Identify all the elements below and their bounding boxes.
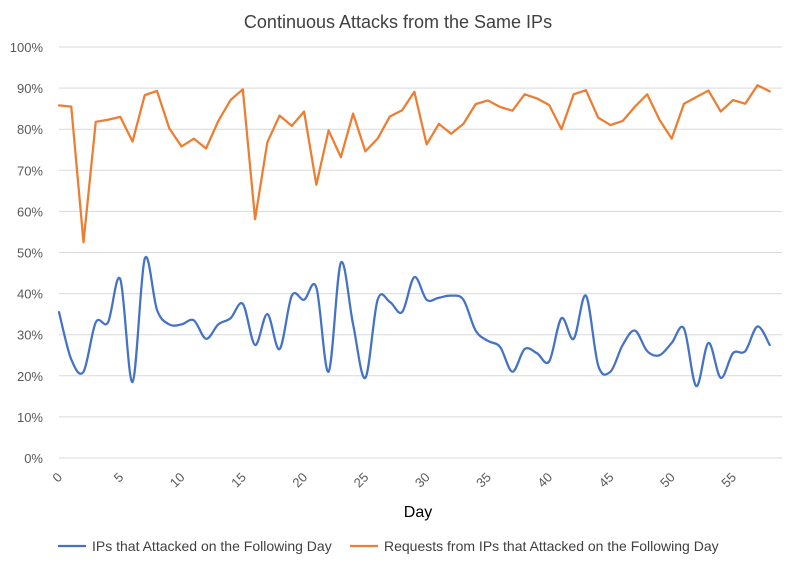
gridlines (59, 46, 782, 459)
x-axis-ticks: 0 5 10 15 20 25 30 35 40 45 50 55 (49, 470, 739, 491)
x-tick-label: 25 (351, 470, 372, 491)
y-tick-label: 40% (17, 287, 43, 302)
y-tick-label: 60% (17, 204, 43, 219)
y-tick-label: 20% (17, 369, 43, 384)
y-tick-label: 90% (17, 81, 43, 96)
chart-title: Continuous Attacks from the Same IPs (244, 12, 552, 32)
x-tick-label: 55 (718, 470, 739, 491)
series-line-ips (57, 255, 771, 388)
y-tick-label: 50% (17, 246, 43, 261)
x-tick-label: 10 (167, 470, 188, 491)
x-tick-label: 15 (228, 470, 249, 491)
legend-label-ips: IPs that Attacked on the Following Day (92, 538, 332, 554)
y-axis-ticks: 0% 10% 20% 30% 40% 50% 60% 70% 80% 90% 100% (10, 40, 44, 466)
legend: IPs that Attacked on the Following Day R… (58, 538, 719, 554)
x-tick-label: 35 (473, 470, 494, 491)
x-tick-label: 0 (49, 470, 65, 486)
y-tick-label: 100% (10, 40, 44, 55)
y-tick-label: 10% (17, 410, 43, 425)
x-tick-label: 50 (657, 470, 678, 491)
y-tick-label: 70% (17, 163, 43, 178)
x-tick-label: 5 (111, 470, 127, 486)
x-tick-label: 45 (596, 470, 617, 491)
y-tick-label: 0% (24, 451, 43, 466)
series-line-requests (57, 84, 771, 244)
x-tick-label: 20 (289, 470, 310, 491)
x-tick-label: 40 (534, 470, 555, 491)
legend-label-requests: Requests from IPs that Attacked on the F… (384, 538, 719, 554)
series-group (57, 84, 771, 388)
y-tick-label: 30% (17, 328, 43, 343)
x-axis-label: Day (404, 504, 432, 521)
x-tick-label: 30 (412, 470, 433, 491)
y-tick-label: 80% (17, 122, 43, 137)
